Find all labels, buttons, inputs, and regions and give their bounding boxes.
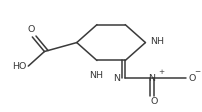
Text: NH: NH	[150, 37, 164, 46]
Text: N: N	[148, 74, 155, 83]
Text: O: O	[151, 97, 158, 106]
Text: N: N	[113, 74, 120, 83]
Text: O: O	[189, 74, 196, 83]
Text: NH: NH	[89, 71, 103, 80]
Text: O: O	[28, 25, 35, 34]
Text: −: −	[195, 69, 201, 75]
Text: +: +	[158, 69, 164, 75]
Text: HO: HO	[12, 62, 26, 71]
